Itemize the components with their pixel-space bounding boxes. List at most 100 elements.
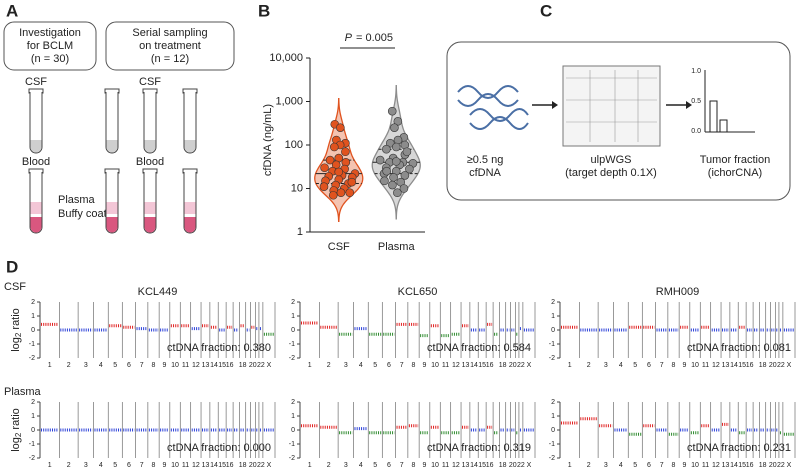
- data-point: [375, 155, 385, 165]
- chrom-label: 7: [660, 362, 664, 369]
- box-text: (n = 30): [31, 53, 69, 65]
- y-axis-label: log2 ratio: [10, 308, 23, 352]
- panel-label: D: [6, 257, 18, 276]
- chrom-label: 10: [431, 362, 439, 369]
- step-text: Tumor fraction: [700, 154, 771, 166]
- data-point: [389, 173, 398, 182]
- chrom-label: 15: [738, 462, 746, 469]
- data-point: [405, 164, 414, 174]
- data-point: [393, 188, 402, 198]
- step-text: cfDNA: [469, 167, 501, 179]
- data-point: [336, 123, 345, 132]
- chrom-label: 16: [486, 362, 494, 369]
- chrom-label: 10: [431, 462, 439, 469]
- tube: [105, 92, 119, 154]
- step-text: ≥0.5 ng: [467, 154, 504, 166]
- chrom-label: 18: [499, 362, 507, 369]
- chrom-label: 6: [647, 362, 651, 369]
- chrom-label: 22: [257, 362, 265, 369]
- y-tick-label: -2: [29, 455, 35, 462]
- chrom-label: 8: [152, 362, 156, 369]
- group-box: [105, 21, 235, 71]
- data-point: [382, 144, 391, 154]
- chrom-label: 14: [210, 362, 218, 369]
- tube-fill: [184, 217, 196, 233]
- y-tick-label: 10: [291, 182, 303, 194]
- chrom-label: 13: [202, 462, 210, 469]
- x-tick-label: CSF: [328, 241, 350, 253]
- data-point: [402, 147, 412, 157]
- chrom-label: 20: [509, 362, 517, 369]
- chrom-label: 11: [702, 362, 709, 369]
- chrom-label: 7: [140, 462, 144, 469]
- chrom-label: 10: [171, 362, 179, 369]
- fraction-label: ctDNA fraction: 0.584: [427, 342, 531, 354]
- y-tick-label: -1: [29, 341, 35, 348]
- chrom-label: 11: [442, 462, 449, 469]
- mini-bar: [709, 100, 718, 133]
- chrom-label: 6: [127, 362, 131, 369]
- y-tick-label: 0: [31, 327, 35, 334]
- data-point: [336, 188, 346, 198]
- y-tick-label: -2: [289, 355, 295, 362]
- chrom-label: 9: [683, 462, 687, 469]
- y-tick-label: 1: [291, 313, 295, 320]
- chrom-label: 8: [672, 462, 676, 469]
- chrom-label: 2: [67, 462, 71, 469]
- chrom-label: 22: [777, 362, 785, 369]
- data-point: [341, 147, 350, 157]
- data-point: [382, 166, 391, 176]
- chrom-label: 22: [517, 362, 525, 369]
- dna-icon: [457, 85, 529, 130]
- data-point: [328, 190, 338, 200]
- wgs-plot: [562, 65, 661, 147]
- tube-label: Blood: [136, 156, 164, 168]
- chrom-label: 6: [387, 362, 391, 369]
- arrow-head: [552, 101, 558, 109]
- chrom-label: 15: [218, 462, 226, 469]
- mini-tick: 0.0: [691, 128, 701, 135]
- panel-label: B: [258, 1, 270, 20]
- annotation: P: [345, 32, 353, 44]
- chrom-label: 2: [327, 362, 331, 369]
- y-tick-label: -1: [289, 341, 295, 348]
- layer-label: Plasma: [58, 194, 96, 206]
- chrom-label: 8: [152, 462, 156, 469]
- y-tick-label: 2: [31, 299, 35, 306]
- chrom-label: 2: [327, 462, 331, 469]
- panel-d: CSF Plasma log2 ratio log2 ratio KCL4492…: [4, 281, 796, 469]
- tube-label: CSF: [25, 76, 47, 88]
- chrom-label: 16: [746, 362, 754, 369]
- chrom-label: 16: [226, 362, 234, 369]
- y-label-part: ratio: [10, 308, 22, 332]
- chrom-label: 16: [226, 462, 234, 469]
- y-tick-label: -1: [549, 441, 555, 448]
- chrom-label: 14: [210, 462, 218, 469]
- chrom-label: 5: [113, 462, 117, 469]
- panel-label: C: [540, 1, 552, 20]
- data-point: [390, 123, 399, 132]
- chrom-label: 9: [423, 462, 427, 469]
- y-label-part: log: [10, 437, 22, 452]
- buffy-coat: [106, 214, 118, 217]
- y-axis-label: log2 ratio: [10, 408, 23, 452]
- y-label-part: ratio: [10, 408, 22, 432]
- sample-title: KCL449: [138, 286, 178, 298]
- y-tick-label: 0: [291, 427, 295, 434]
- y-label-part: 2: [14, 332, 23, 337]
- tube: [29, 92, 43, 154]
- panel-c: 1.0 0.5 0.0 ≥0.5 ng cfDNA ulpWGS (target…: [446, 41, 791, 201]
- chrom-label: 4: [99, 362, 103, 369]
- y-tick-label: 1: [551, 313, 555, 320]
- y-tick-label: 1: [31, 313, 35, 320]
- buffy-coat: [184, 214, 196, 217]
- chrom-label: 4: [359, 362, 363, 369]
- tube-fill: [30, 140, 42, 153]
- y-tick-label: 0: [551, 327, 555, 334]
- data-point: [345, 188, 355, 198]
- chrom-label: 20: [249, 462, 257, 469]
- layer-label: Buffy coat: [58, 208, 107, 220]
- tube-fill: [106, 217, 118, 233]
- data-point: [330, 142, 339, 152]
- chrom-label: 1: [568, 462, 572, 469]
